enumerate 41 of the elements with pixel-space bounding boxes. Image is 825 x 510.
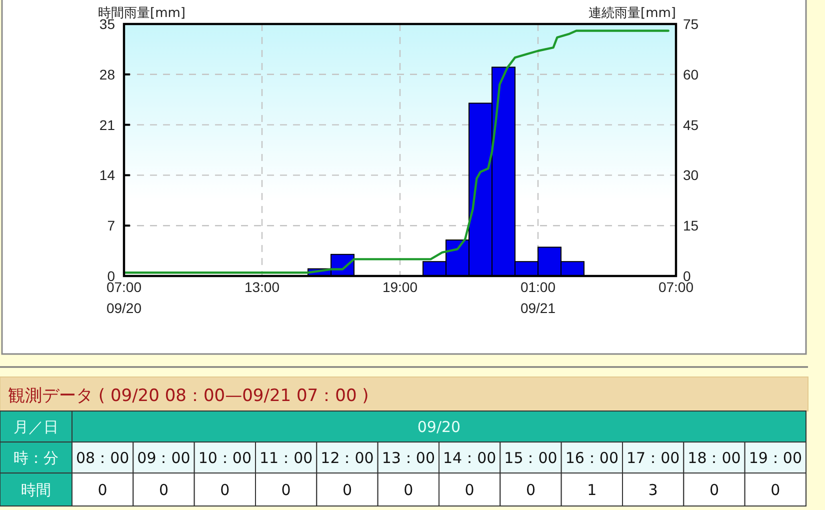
data-label: 3 [648,481,658,499]
category-label: 10：00 [198,449,252,467]
category-label: 13：00 [382,449,436,467]
text: 時：分 [14,449,58,467]
data-label: 0 [158,481,169,499]
y2-tick-label: 75 [683,16,699,32]
category-label: 19：00 [748,449,802,467]
data-label: 0 [281,481,291,499]
category-label: 16：00 [565,449,619,467]
data-label: 0 [342,481,352,499]
data-label: 0 [220,481,230,499]
y2-tick-label: 30 [683,167,699,184]
y-tick-label: 21 [99,116,116,133]
category-label: 15：00 [504,449,558,467]
text: 観測データ ( 09/20 08：00—09/21 07：00 ) [8,386,369,406]
y2-tick-label: 15 [683,218,699,234]
data-label: 1 [587,481,597,499]
category-label: 14：00 [442,449,496,467]
y-tick-label: 28 [99,66,116,82]
category-label: 18：00 [688,449,741,467]
data-label: 0 [709,481,720,499]
y2-tick-label: 45 [683,116,699,133]
text: 09/20 [417,418,461,436]
y2-axis-title: 連続雨量[mm] [588,6,676,21]
y-tick-label: 14 [99,167,116,184]
text: 時間 [21,481,51,499]
category-label: 08：00 [76,449,130,467]
data-label: 0 [464,481,474,499]
data-label: 0 [404,481,414,499]
x-tick-label: 13:00 [244,279,280,295]
category-label: 12：00 [320,449,374,467]
x-tick-label: 19:00 [382,279,418,295]
y-tick-label: 7 [107,218,116,234]
text: 月／日 [14,418,58,436]
x-tick-label: 01:00 09/21 [520,279,556,316]
y2-tick-label: 60 [683,66,699,82]
data-label: 0 [526,481,536,499]
category-label: 09：00 [137,449,190,467]
data-label: 0 [770,481,780,499]
category-label: 11：00 [259,449,313,467]
category-label: 17：00 [626,449,680,467]
